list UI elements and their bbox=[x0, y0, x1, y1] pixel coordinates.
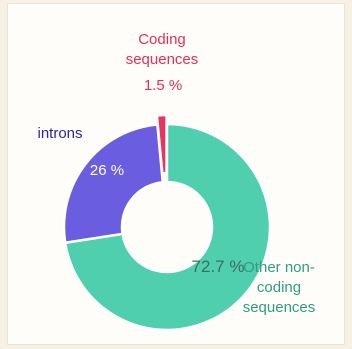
value-label: 72.7 % bbox=[191, 257, 245, 276]
category-label: introns bbox=[37, 125, 83, 142]
category-label: Coding sequences bbox=[125, 31, 199, 68]
donut-slice bbox=[63, 122, 272, 332]
value-label: 1.5 % bbox=[143, 77, 183, 94]
category-label: Other non-coding sequences bbox=[242, 259, 316, 316]
donut-slice bbox=[62, 123, 165, 245]
value-label: 26 % bbox=[89, 162, 125, 179]
donut-slice bbox=[155, 113, 168, 175]
